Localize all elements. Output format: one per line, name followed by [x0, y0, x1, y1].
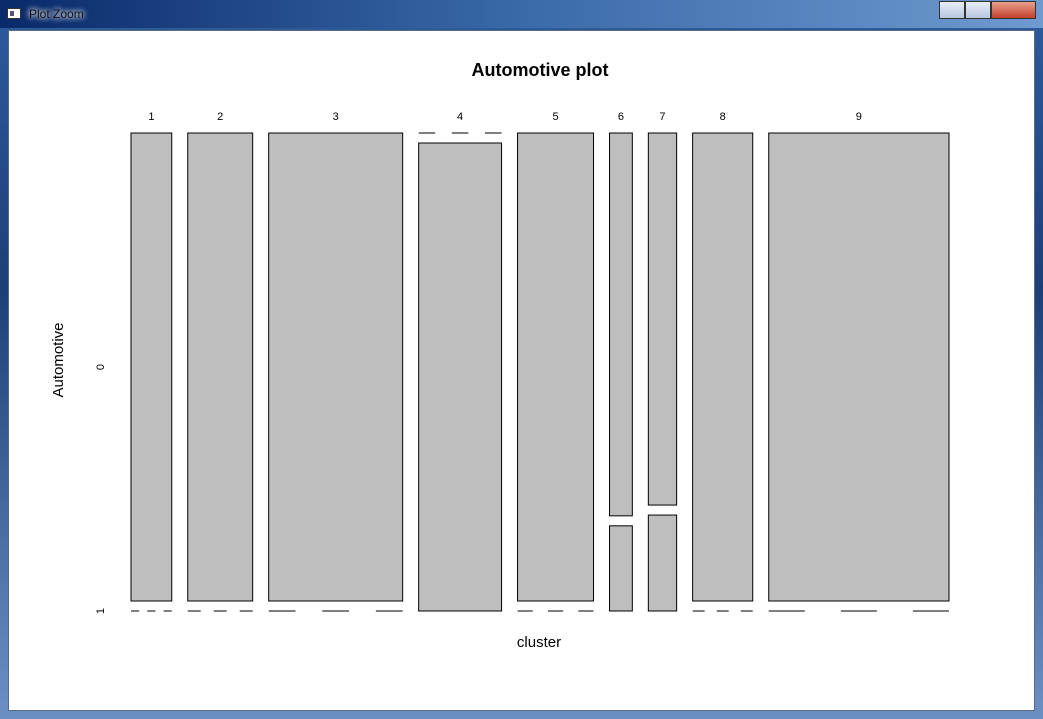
- title-bar: Plot Zoom: [0, 0, 1043, 28]
- column-label: 8: [720, 111, 726, 123]
- mosaic-tile: [768, 132, 950, 602]
- window-buttons: [939, 1, 1036, 20]
- window-title: Plot Zoom: [29, 7, 84, 21]
- minimize-button[interactable]: [939, 1, 965, 19]
- column-label: 4: [457, 111, 463, 123]
- mosaic-tile: [647, 514, 678, 612]
- close-button[interactable]: [991, 1, 1036, 19]
- mosaic-tile: [609, 525, 633, 612]
- chart-title: Automotive plot: [472, 60, 609, 80]
- column-label: 7: [659, 111, 665, 123]
- column-label: 5: [552, 111, 558, 123]
- column-label: 2: [217, 111, 223, 123]
- column-label: 3: [333, 111, 339, 123]
- column-label: 1: [148, 111, 154, 123]
- row-label: 0: [95, 364, 107, 370]
- mosaic-tile: [647, 132, 678, 506]
- mosaic-tile: [517, 132, 595, 602]
- window-icon: [7, 8, 21, 19]
- row-label: 1: [95, 608, 107, 614]
- y-axis-label: Automotive: [50, 322, 67, 397]
- column-label: 9: [856, 111, 862, 123]
- mosaic-tile: [130, 132, 173, 602]
- mosaic-tile: [609, 132, 633, 517]
- mosaic-tile: [692, 132, 754, 602]
- x-axis-label: cluster: [517, 634, 561, 651]
- mosaic-tile: [418, 142, 503, 612]
- maximize-button[interactable]: [965, 1, 991, 19]
- mosaic-tile: [187, 132, 254, 602]
- mosaic-tile: [268, 132, 404, 602]
- column-label: 6: [618, 111, 624, 123]
